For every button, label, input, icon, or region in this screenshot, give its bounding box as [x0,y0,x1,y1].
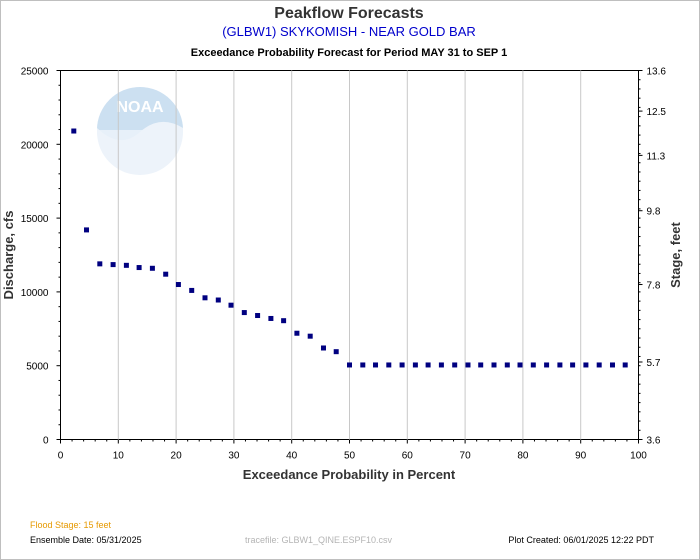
data-point [71,128,77,134]
x-axis-label: Exceedance Probability in Percent [243,467,456,482]
tick-marks [56,70,643,444]
data-point [557,362,563,368]
data-point [175,282,181,288]
y-tick-label: 10000 [21,288,49,299]
chart-title: Peakflow Forecasts [274,5,424,22]
data-point [84,227,90,233]
chart-subtitle: (GLBW1) SKYKOMISH - NEAR GOLD BAR [222,24,476,39]
y-tick-label: 15000 [21,214,49,225]
data-point [215,297,221,303]
data-point [333,349,339,355]
grid [117,70,582,440]
x-tick-label: 0 [58,451,64,462]
flood-stage-note: Flood Stage: 15 feet [30,520,112,530]
data-point [465,362,471,368]
data-point [149,265,155,271]
data-point [438,362,444,368]
data-point [530,362,536,368]
plot-created: Plot Created: 06/01/2025 12:22 PDT [508,535,654,545]
data-point [110,262,116,268]
x-tick-labels: 0 10 20 30 40 50 60 70 80 90 100 [58,451,648,462]
y-tick-labels: 0 5000 10000 15000 20000 25000 [21,67,49,447]
data-point [517,362,523,368]
data-point [478,362,484,368]
data-point [241,310,247,316]
data-point [583,362,589,368]
y-axis-label: Discharge, cfs [1,211,16,300]
data-point [386,362,392,368]
x-tick-label: 60 [402,451,414,462]
data-point [373,362,379,368]
x-tick-label: 90 [575,451,587,462]
y-tick-label: 25000 [21,67,49,78]
data-point [255,313,261,319]
data-point [491,362,497,368]
data-point [97,261,103,267]
data-point [452,362,458,368]
data-point [412,362,418,368]
data-points [71,128,628,368]
data-point [228,302,234,308]
x-tick-label: 20 [171,451,183,462]
y2-tick-label: 3.6 [647,436,661,447]
y-tick-label: 5000 [26,362,49,373]
x-tick-label: 10 [113,451,125,462]
y2-tick-label: 12.5 [647,107,667,118]
tracefile-name: tracefile: GLBW1_QINE.ESPF10.csv [245,535,393,545]
x-tick-label: 80 [517,451,529,462]
data-point [504,362,510,368]
x-tick-label: 40 [286,451,298,462]
y2-tick-label: 11.3 [647,151,666,162]
x-tick-label: 50 [344,451,356,462]
y2-axis-label: Stage, feet [668,221,683,287]
data-point [622,362,628,368]
data-point [399,362,405,368]
data-point [136,265,142,271]
data-point [163,271,169,277]
data-point [596,362,602,368]
data-point [189,287,195,293]
data-point [294,330,300,336]
data-point [268,315,274,321]
x-tick-label: 30 [228,451,240,462]
data-point [609,362,615,368]
y2-tick-label: 13.6 [647,67,667,78]
y-tick-label: 0 [43,436,49,447]
data-point [320,345,326,351]
x-tick-label: 100 [630,451,647,462]
y-tick-label: 20000 [21,140,49,151]
data-point [307,333,313,339]
data-point [360,362,366,368]
y2-tick-label: 9.8 [647,207,661,218]
y2-tick-label: 7.8 [647,281,661,292]
noaa-logo-text: NOAA [116,99,164,116]
noaa-logo: NOAA [97,87,183,175]
x-tick-label: 70 [460,451,472,462]
chart-period-subtitle: Exceedance Probability Forecast for Peri… [191,47,507,59]
ensemble-date: Ensemble Date: 05/31/2025 [30,535,142,545]
data-point [570,362,576,368]
y2-tick-label: 5.7 [647,358,661,369]
data-point [123,262,129,268]
data-point [202,295,208,301]
data-point [544,362,550,368]
y2-tick-labels: 3.6 5.7 7.8 9.8 11.3 12.5 13.6 [647,67,667,447]
data-point [281,318,287,324]
data-point [425,362,431,368]
data-point [347,362,352,368]
